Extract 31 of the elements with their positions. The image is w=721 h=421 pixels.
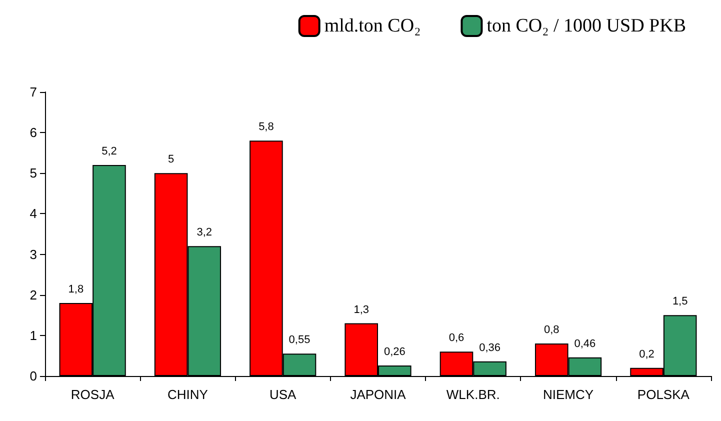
y-tick-label: 3: [30, 246, 37, 262]
x-tick-label: NIEMCY: [543, 387, 594, 402]
data-label: 5,8: [258, 121, 274, 134]
data-label: 0,55: [288, 334, 310, 346]
data-label: 0,8: [544, 324, 560, 336]
x-tick-label: WLK.BR.: [446, 387, 500, 402]
y-tick-label: 0: [30, 368, 37, 384]
y-tick-label: 6: [30, 125, 37, 140]
x-tick-label: ROSJA: [70, 387, 115, 402]
data-label: 0,26: [384, 346, 406, 358]
legend-label: ton CO₂ / 1000 USD PKB: [486, 16, 686, 36]
data-label: 5: [168, 154, 174, 166]
legend-label: mld.ton CO₂: [324, 16, 421, 36]
data-label: 3,2: [196, 226, 212, 239]
data-label: 0,6: [448, 332, 464, 344]
x-tick-label: POLSKA: [637, 387, 690, 402]
data-label: 0,46: [574, 338, 596, 350]
data-label: 0,36: [479, 342, 501, 354]
data-label: 1,8: [68, 283, 84, 296]
data-label: 1,5: [672, 296, 688, 308]
y-tick-label: 4: [30, 206, 37, 222]
x-tick-label: USA: [269, 387, 297, 402]
y-tick-label: 7: [30, 84, 37, 100]
data-label: 1,3: [354, 304, 369, 316]
y-tick-label: 5: [30, 166, 37, 181]
x-tick-label: JAPONIA: [350, 387, 406, 402]
x-tick-label: CHINY: [167, 387, 208, 402]
y-tick-label: 1: [30, 328, 37, 343]
data-label: 5,2: [102, 146, 117, 158]
y-tick-label: 2: [30, 287, 37, 302]
data-label: 0,2: [639, 348, 654, 360]
